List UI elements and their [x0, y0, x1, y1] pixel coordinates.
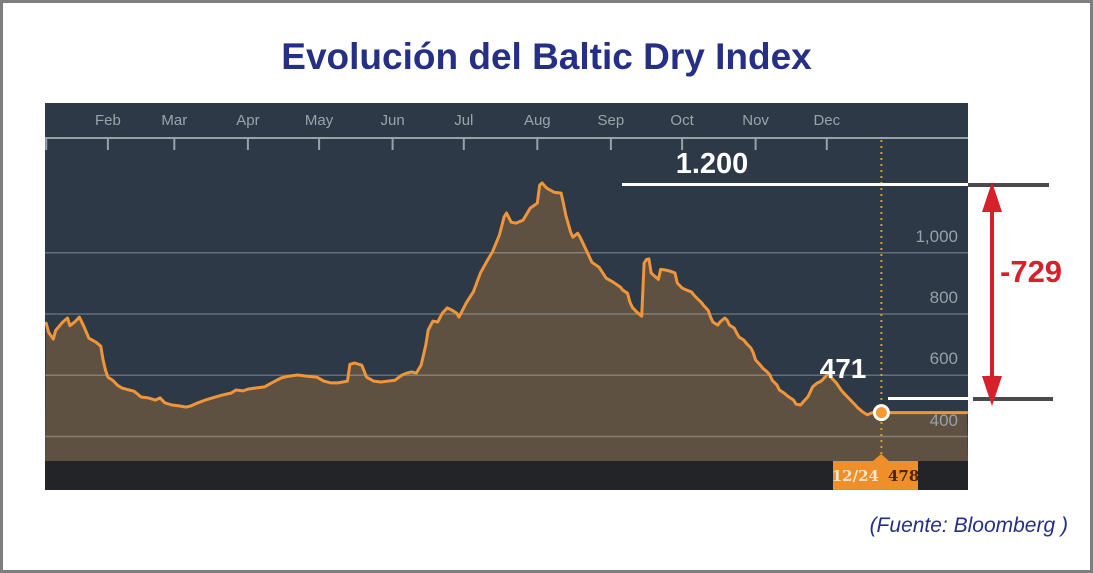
source-credit: (Fuente: Bloomberg ): [869, 514, 1068, 537]
month-label-jun: Jun: [380, 112, 405, 129]
chart-svg: [45, 137, 968, 490]
y-tick-label-800: 800: [929, 288, 958, 307]
bdi-chart: Feb Mar Apr May Jun Jul Aug Sep Oct Nov Dec 400 600…: [45, 103, 968, 490]
delta-arrow-icon: [982, 182, 1002, 406]
area-fill: [45, 183, 968, 461]
month-label-apr: Apr: [236, 112, 260, 129]
reference-line-low: [888, 397, 968, 400]
month-label-feb: Feb: [94, 112, 121, 129]
high-value-label: 1.200: [675, 148, 749, 180]
y-tick-label-600: 600: [929, 349, 958, 369]
low-value-label: 471: [819, 353, 867, 384]
reference-line-high: [622, 183, 968, 186]
y-tick-label-1000: 1,000: [915, 226, 958, 246]
reference-stub-low: [973, 397, 1053, 401]
month-label-nov: Nov: [742, 112, 769, 129]
month-label-jul: Jul: [454, 112, 474, 129]
crosshair-value-label: 478: [887, 466, 920, 485]
month-label-oct: Oct: [670, 112, 694, 129]
reference-stub-high: [968, 183, 1049, 187]
delta-label: -729: [1000, 254, 1063, 289]
month-label-aug: Aug: [523, 112, 551, 129]
bottom-bar: [45, 461, 968, 490]
crosshair-date-label: 12/24: [831, 466, 879, 485]
badge-notch-icon: [873, 454, 889, 461]
last-value-marker: [872, 404, 890, 422]
month-label-sep: Sep: [597, 112, 625, 129]
month-label-dec: Dec: [813, 112, 841, 129]
bdi-line: [45, 181, 968, 417]
month-label-mar: Mar: [161, 112, 188, 129]
month-label-may: May: [304, 112, 334, 129]
y-tick-label-400: 400: [929, 410, 958, 430]
page-title: Evolución del Baltic Dry Index: [281, 36, 812, 77]
crosshair-badge: 12/24 478: [831, 454, 920, 490]
